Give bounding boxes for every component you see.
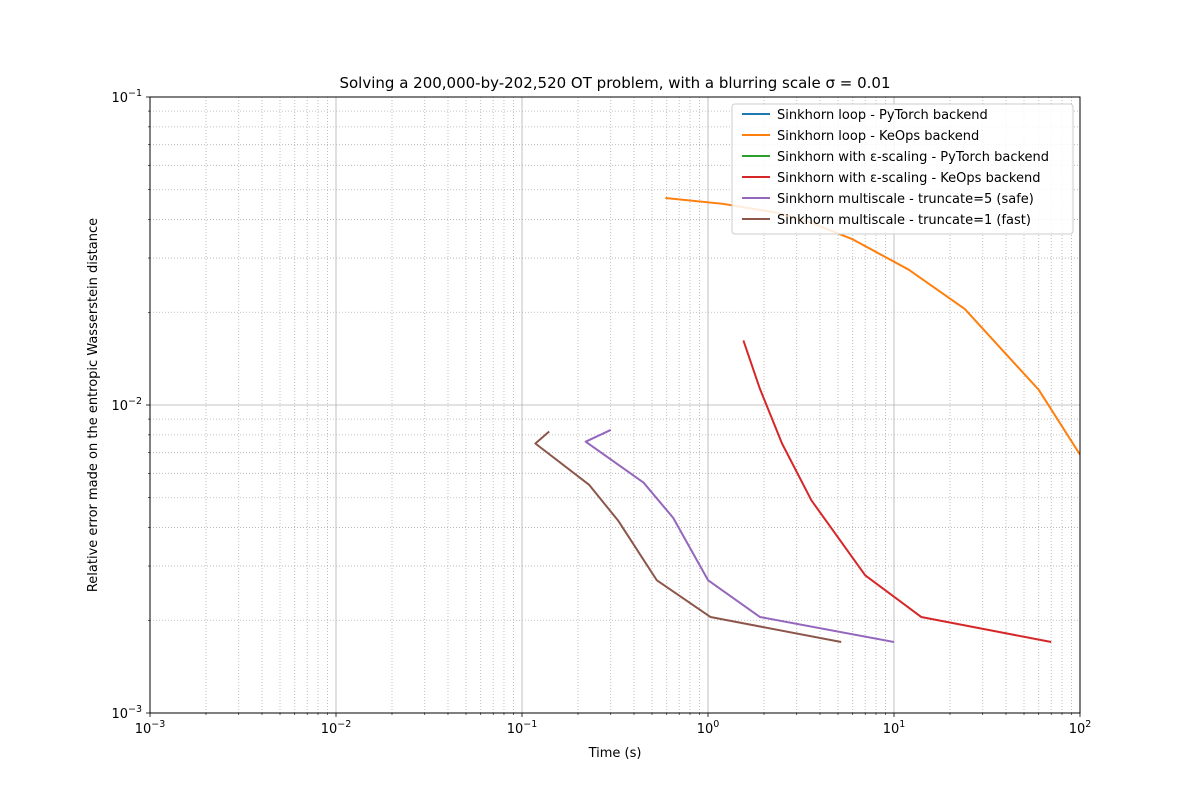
legend-label-0: Sinkhorn loop - PyTorch backend	[777, 108, 988, 123]
x-axis-label: Time (s)	[588, 746, 642, 761]
x-tick-label: 100	[697, 719, 720, 737]
y-axis-label: Relative error made on the entropic Wass…	[86, 218, 101, 592]
x-tick-label-base: 10	[1069, 722, 1086, 737]
legend-label-3: Sinkhorn with ε-scaling - KeOps backend	[777, 171, 1041, 186]
legend-label-4: Sinkhorn multiscale - truncate=5 (safe)	[777, 192, 1034, 207]
x-tick-label-exponent: 1	[899, 719, 905, 730]
series-line-4	[584, 429, 895, 644]
y-tick-label: 10−2	[111, 396, 142, 414]
series-line-3	[742, 340, 1052, 644]
x-tick-label: 10−3	[135, 719, 166, 737]
chart-title: Solving a 200,000-by-202,520 OT problem,…	[339, 74, 890, 92]
x-tick-label-base: 10	[697, 722, 714, 737]
y-tick-label-exponent: −3	[128, 704, 142, 715]
legend-box	[731, 103, 1074, 235]
x-tick-label-base: 10	[507, 722, 524, 737]
x-tick-label-exponent: −1	[523, 719, 537, 730]
x-tick-label-exponent: −3	[151, 719, 165, 730]
x-tick-label-exponent: 0	[713, 719, 719, 730]
x-tick-label-base: 10	[321, 722, 338, 737]
legend-label-2: Sinkhorn with ε-scaling - PyTorch backen…	[777, 150, 1049, 165]
legend-label-5: Sinkhorn multiscale - truncate=1 (fast)	[777, 213, 1031, 228]
x-tick-label-exponent: −2	[337, 719, 351, 730]
legend-label-1: Sinkhorn loop - KeOps backend	[777, 129, 979, 144]
y-tick-label-base: 10	[111, 707, 128, 722]
x-tick-label: 10−1	[507, 719, 538, 737]
y-tick-label: 10−3	[111, 704, 142, 722]
x-tick-label: 101	[883, 719, 906, 737]
series-line-5	[534, 430, 842, 644]
axis-ticks	[146, 96, 1081, 717]
x-tick-label-base: 10	[135, 722, 152, 737]
x-tick-label: 102	[1069, 719, 1092, 737]
x-tick-label-exponent: 2	[1085, 719, 1091, 730]
y-tick-label-exponent: −1	[128, 88, 142, 99]
legend: Sinkhorn loop - PyTorch backend Sinkhorn …	[731, 103, 1074, 235]
y-tick-label: 10−1	[111, 88, 142, 106]
x-tick-label-base: 10	[883, 722, 900, 737]
y-tick-label-base: 10	[111, 91, 128, 106]
y-tick-label-base: 10	[111, 399, 128, 414]
x-tick-label: 10−2	[321, 719, 352, 737]
y-tick-label-exponent: −2	[128, 396, 142, 407]
